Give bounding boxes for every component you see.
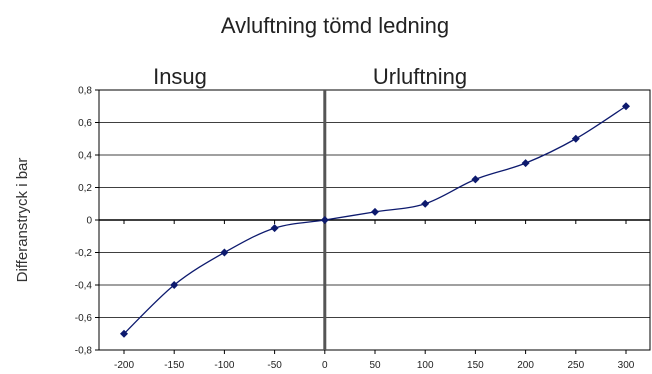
chart-title: Avluftning tömd ledning [221,13,449,38]
y-tick-label: -0,4 [75,281,93,292]
region-label-urluftning: Urluftning [373,64,467,89]
x-tick-label: -150 [164,360,184,371]
y-tick-label: 0,4 [78,151,92,162]
x-tick-label: 300 [618,360,635,371]
y-tick-label: 0,2 [78,183,92,194]
data-point [220,248,229,257]
x-tick-label: 50 [369,360,381,371]
data-point [471,175,480,184]
region-label-insug: Insug [153,64,207,89]
x-tick-label: -50 [267,360,282,371]
x-tick-label: -100 [214,360,234,371]
data-point [371,207,379,216]
y-tick-label: -0,6 [75,313,93,324]
x-tick-label: 100 [417,360,434,371]
y-axis-label: Differanstryck i bar [14,158,31,283]
x-tick-label: 250 [567,360,584,371]
data-point [270,224,279,233]
plot-area: 0,8 0,6 0,4 0,2 0 -0,2 -0,4 -0,6 -0,8 -200 -150 -10… [75,86,651,371]
x-tick-label: 200 [517,360,534,371]
y-tick-label: -0,8 [75,346,93,357]
data-point [421,199,430,208]
data-point [622,102,630,111]
y-tick-label: -0,2 [75,248,93,259]
data-point [120,329,128,338]
y-tick-label: 0 [86,216,92,227]
data-point [571,134,580,143]
data-point [521,159,530,168]
data-point [320,216,329,224]
y-tick-label: 0,8 [78,86,92,97]
y-tick-label: 0,6 [78,118,92,129]
x-tick-label: 150 [467,360,484,371]
x-tick-label: 0 [322,360,328,371]
data-point [170,281,179,289]
x-tick-label: -200 [114,360,134,371]
